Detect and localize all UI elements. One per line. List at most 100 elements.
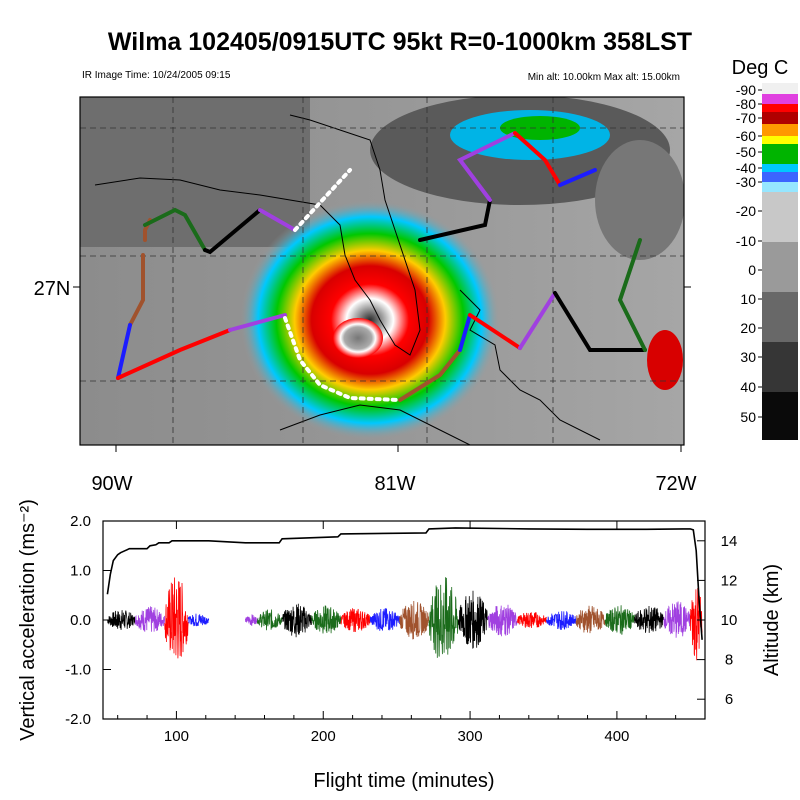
acceleration-segment-8 — [340, 608, 371, 633]
coastline-gulf — [94, 114, 421, 356]
y-right-tick-label: 12 — [721, 572, 738, 589]
colorbar-swatch — [762, 192, 798, 242]
colorbar-swatch — [762, 182, 798, 192]
acceleration-segment-2 — [164, 577, 189, 659]
acceleration-segment-16 — [575, 605, 606, 634]
map-ticks — [73, 286, 691, 452]
colorbar-swatch — [762, 112, 798, 124]
x-tick-label: 100 — [164, 728, 189, 745]
track-segment — [128, 253, 145, 327]
ir-dark-region — [80, 97, 310, 247]
ir-image-time: IR Image Time: 10/24/2005 09:15 — [82, 70, 231, 81]
x-tick-label: 300 — [458, 728, 483, 745]
acceleration-segment-18 — [634, 605, 665, 633]
y-left-tick-label: -1.0 — [65, 662, 91, 679]
y-left-tick-label: -2.0 — [65, 711, 91, 728]
colorbar-label: -80 — [736, 96, 756, 112]
acceleration-segment-13 — [487, 604, 518, 637]
y-right-tick-label: 8 — [725, 652, 733, 669]
track-segment — [116, 328, 232, 380]
lon-label: 72W — [655, 473, 696, 495]
chart-title: Wilma 102405/0915UTC 95kt R=0-1000km 358… — [108, 28, 692, 56]
acceleration-segment-15 — [546, 611, 577, 630]
y-axis-left-label: Vertical acceleration (ms⁻²) — [17, 499, 39, 741]
time-series-panel: 100 200 300 400 2.0 1.0 0.0 -1.0 -2.0 6 8 10 12 14 Fl… — [17, 499, 783, 792]
colorbar-label: -10 — [736, 233, 756, 249]
track-segment — [553, 291, 647, 352]
track-segment — [293, 168, 352, 232]
track-segment — [228, 313, 287, 332]
colorbar-swatch — [762, 83, 798, 94]
track-segment — [143, 207, 207, 252]
track-segment — [203, 208, 262, 255]
coastline-bahamas — [459, 289, 601, 441]
track-segment — [398, 348, 462, 402]
y-axis-right-label: Altitude (km) — [761, 564, 783, 676]
track-segment — [558, 168, 597, 187]
colorbar-label: -90 — [736, 82, 756, 98]
colorbar-labels: -90-80-70 -60-50-40-30 -20 -10 0 10 20 30 40 50 — [736, 82, 762, 425]
colorbar-title: Deg C — [732, 57, 789, 79]
colorbar-label: -30 — [736, 174, 756, 190]
track-segment — [116, 323, 132, 380]
acceleration-segment-5 — [256, 609, 283, 631]
acceleration-segment-9 — [369, 608, 400, 631]
acceleration-segment-6 — [281, 603, 312, 638]
acceleration-segment-17 — [604, 605, 635, 635]
track-segment — [456, 131, 517, 202]
x-axis-label: Flight time (minutes) — [313, 770, 494, 792]
colorbar-swatch — [762, 292, 798, 342]
y-left-tick-label: 2.0 — [70, 513, 91, 530]
colorbar-label: -50 — [736, 144, 756, 160]
acceleration-segment-11 — [428, 577, 459, 658]
y-right-tick-label: 6 — [725, 691, 733, 708]
flight-track — [116, 131, 647, 402]
colorbar-label: 30 — [740, 349, 756, 365]
acceleration-segment-4 — [245, 614, 258, 626]
colorbar-swatch — [762, 144, 798, 164]
track-segment — [617, 238, 647, 352]
axis-ticks: 100 200 300 400 2.0 1.0 0.0 -1.0 -2.0 6 8 10 12 14 — [65, 513, 737, 745]
colorbar-label: 50 — [740, 409, 756, 425]
track-segment — [283, 316, 402, 402]
hurricane-cloud — [240, 200, 500, 440]
y-left-tick-label: 1.0 — [70, 563, 91, 580]
track-segment — [518, 291, 557, 350]
map-frame — [79, 96, 685, 446]
colorbar-label: 10 — [740, 291, 756, 307]
y-right-tick-label: 10 — [721, 612, 738, 629]
colorbar-label: 0 — [748, 262, 756, 278]
track-segment — [513, 131, 562, 187]
acceleration-segment-19 — [663, 601, 691, 638]
altitude-line — [106, 527, 703, 640]
colorbar-swatch — [762, 172, 798, 182]
lon-label: 81W — [374, 473, 415, 495]
colorbar-swatch — [762, 136, 798, 144]
colorbar-swatch — [762, 392, 798, 440]
colorbar-label: -60 — [736, 128, 756, 144]
colorbar-label: 40 — [740, 379, 756, 395]
colorbar-label: 20 — [740, 320, 756, 336]
acceleration-segment-12 — [457, 590, 488, 649]
y-right-tick-label: 14 — [721, 533, 738, 550]
acceleration-series — [107, 577, 703, 661]
x-tick-label: 400 — [604, 728, 629, 745]
colorbar-swatch — [762, 124, 798, 136]
satellite-map: IR Image Time: 10/24/2005 09:15 Min alt:… — [34, 70, 697, 495]
acceleration-segment-10 — [399, 600, 430, 640]
x-tick-label: 200 — [311, 728, 336, 745]
lat-label: 27N — [34, 278, 71, 300]
cloud-band-east — [595, 140, 684, 260]
colorbar-swatch — [762, 242, 798, 292]
colorbar-label: -20 — [736, 203, 756, 219]
colorbar-swatch — [762, 164, 798, 172]
colorbar-label: -70 — [736, 110, 756, 126]
map-grid — [80, 97, 684, 445]
colorbar: Deg C -90-80-70 -60-50-40-30 -20 -10 0 10 20 30… — [732, 57, 798, 440]
colorbar-swatch — [762, 104, 798, 112]
track-segment — [458, 313, 472, 352]
acceleration-segment-0 — [107, 610, 136, 630]
track-segment — [468, 313, 522, 350]
track-segment — [258, 208, 297, 232]
